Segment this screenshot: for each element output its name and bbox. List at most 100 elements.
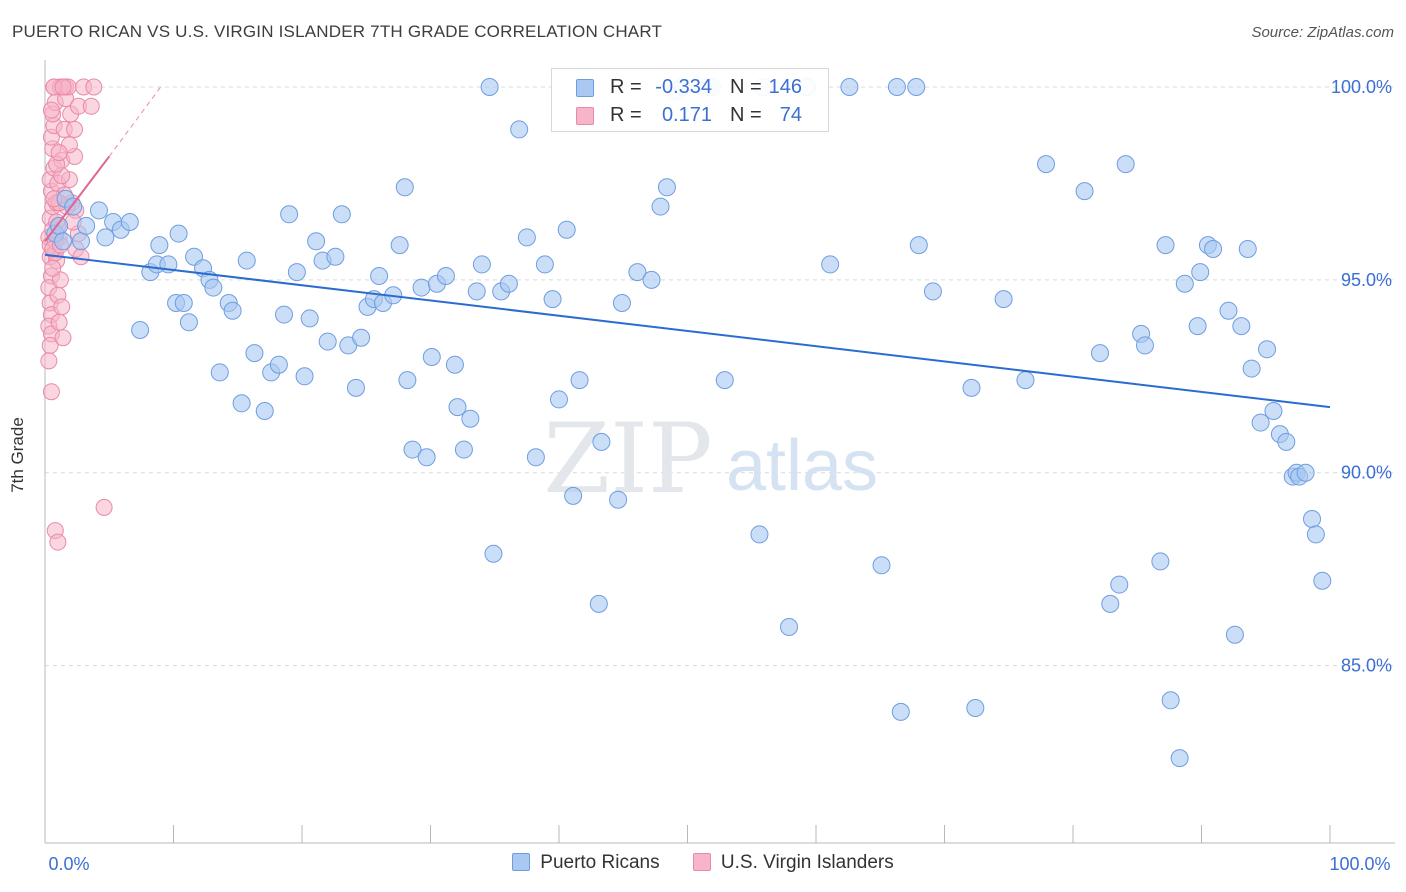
virgin-islander-point (54, 329, 72, 347)
virgin-islander-point (66, 120, 84, 138)
legend-row-virgin-islanders: R = 0.171 N = 74 (552, 101, 828, 131)
legend-item-virgin-islanders: U.S. Virgin Islanders (692, 852, 894, 874)
series-legend: Puerto Ricans U.S. Virgin Islanders (0, 852, 1406, 878)
puerto-rican-point (609, 490, 628, 509)
puerto-rican-point (907, 78, 926, 96)
puerto-rican-point (1151, 552, 1170, 571)
puerto-rican-point (448, 398, 467, 417)
puerto-rican-point (237, 251, 256, 270)
puerto-rican-point (436, 267, 455, 285)
virgin-islander-point (42, 383, 60, 401)
puerto-rican-point (1258, 340, 1277, 359)
puerto-rican-point (417, 448, 436, 467)
puerto-rican-point (891, 702, 910, 721)
puerto-rican-point (750, 525, 769, 544)
puerto-rican-point (269, 355, 288, 374)
y-tick-label: 90.0% (1341, 463, 1392, 483)
virgin-islander-point (82, 97, 100, 115)
puerto-rican-point (412, 278, 431, 297)
puerto-rican-point (326, 247, 345, 266)
puerto-rican-point (346, 378, 365, 397)
puerto-rican-point (1175, 274, 1194, 293)
legend-label: U.S. Virgin Islanders (720, 852, 894, 873)
y-tick-label: 85.0% (1341, 656, 1392, 676)
puerto-ricans-points (46, 78, 1332, 768)
puerto-rican-point (280, 205, 299, 224)
puerto-rican-point (403, 440, 422, 459)
virgin-islander-point (72, 248, 90, 266)
puerto-rican-point (370, 267, 389, 285)
puerto-rican-point (966, 699, 985, 717)
virgin-islander-point (85, 78, 103, 96)
puerto-rican-point (295, 367, 314, 386)
virgin-islanders-trend-extension (108, 86, 162, 157)
puerto-rican-point (628, 263, 647, 282)
blue-swatch (576, 79, 594, 97)
virgin-islanders-points (40, 78, 113, 551)
r-label: R = (610, 104, 642, 126)
puerto-rican-point (557, 220, 576, 239)
puerto-rican-point (150, 236, 169, 255)
puerto-rican-point (96, 228, 115, 247)
puerto-rican-point (564, 486, 583, 505)
tick-labels: 100.0% 95.0% 90.0% 85.0% 0.0% 100.0% (48, 77, 1392, 874)
puerto-rican-point (909, 236, 928, 255)
puerto-rican-point (232, 394, 251, 413)
puerto-rican-point (1135, 336, 1154, 355)
puerto-rican-point (255, 402, 274, 420)
puerto-rican-point (499, 274, 518, 293)
puerto-rican-point (77, 216, 96, 235)
puerto-rican-point (994, 290, 1013, 309)
trend-lines (44, 86, 1331, 409)
y-tick-label: 100.0% (1331, 77, 1392, 97)
puerto-rican-point (962, 378, 981, 397)
puerto-rican-point (287, 263, 306, 282)
puerto-rican-point (923, 282, 942, 301)
puerto-rican-point (120, 213, 139, 231)
puerto-rican-point (1191, 263, 1210, 282)
puerto-rican-point (461, 409, 480, 428)
virgin-islander-point (49, 533, 67, 551)
puerto-rican-point (1296, 463, 1315, 482)
virgin-islander-point (53, 298, 71, 316)
puerto-rican-point (131, 321, 150, 339)
puerto-rican-point (887, 78, 906, 96)
puerto-rican-point (390, 236, 409, 255)
n-value: 146 (768, 76, 802, 98)
puerto-rican-point (467, 282, 486, 301)
r-value: 0.171 (661, 104, 712, 126)
puerto-rican-point (1204, 240, 1223, 258)
puerto-rican-point (872, 556, 891, 575)
puerto-rican-point (169, 224, 188, 243)
puerto-rican-point (398, 371, 417, 390)
puerto-rican-point (526, 448, 545, 467)
puerto-rican-point (300, 309, 319, 328)
puerto-rican-point (223, 301, 242, 320)
puerto-rican-point (210, 363, 229, 382)
legend-item-puerto-ricans: Puerto Ricans (512, 852, 660, 874)
virgin-islander-point (95, 498, 113, 516)
x-tick-label: 0.0% (48, 854, 89, 874)
puerto-rican-point (484, 544, 503, 563)
puerto-rican-point (395, 178, 414, 197)
puerto-ricans-trend-line (44, 253, 1331, 409)
puerto-rican-point (472, 255, 491, 274)
puerto-rican-point (1037, 155, 1056, 174)
blue-swatch (512, 853, 531, 871)
puerto-rican-point (1242, 359, 1261, 378)
n-label: N = (730, 76, 762, 98)
puerto-rican-point (204, 278, 223, 297)
virgin-islander-point (50, 144, 68, 162)
puerto-rican-point (1161, 691, 1180, 710)
virgin-islander-point (50, 313, 68, 331)
puerto-rican-point (592, 432, 611, 451)
puerto-rican-point (352, 328, 371, 347)
puerto-rican-point (1219, 301, 1238, 320)
puerto-rican-point (612, 294, 631, 312)
puerto-rican-point (307, 232, 326, 251)
watermark-atlas: atlas (726, 426, 878, 506)
puerto-rican-point (821, 255, 840, 274)
puerto-rican-point (1101, 594, 1120, 613)
legend-row-puerto-ricans: R = -0.334 N = 146 (552, 73, 828, 103)
